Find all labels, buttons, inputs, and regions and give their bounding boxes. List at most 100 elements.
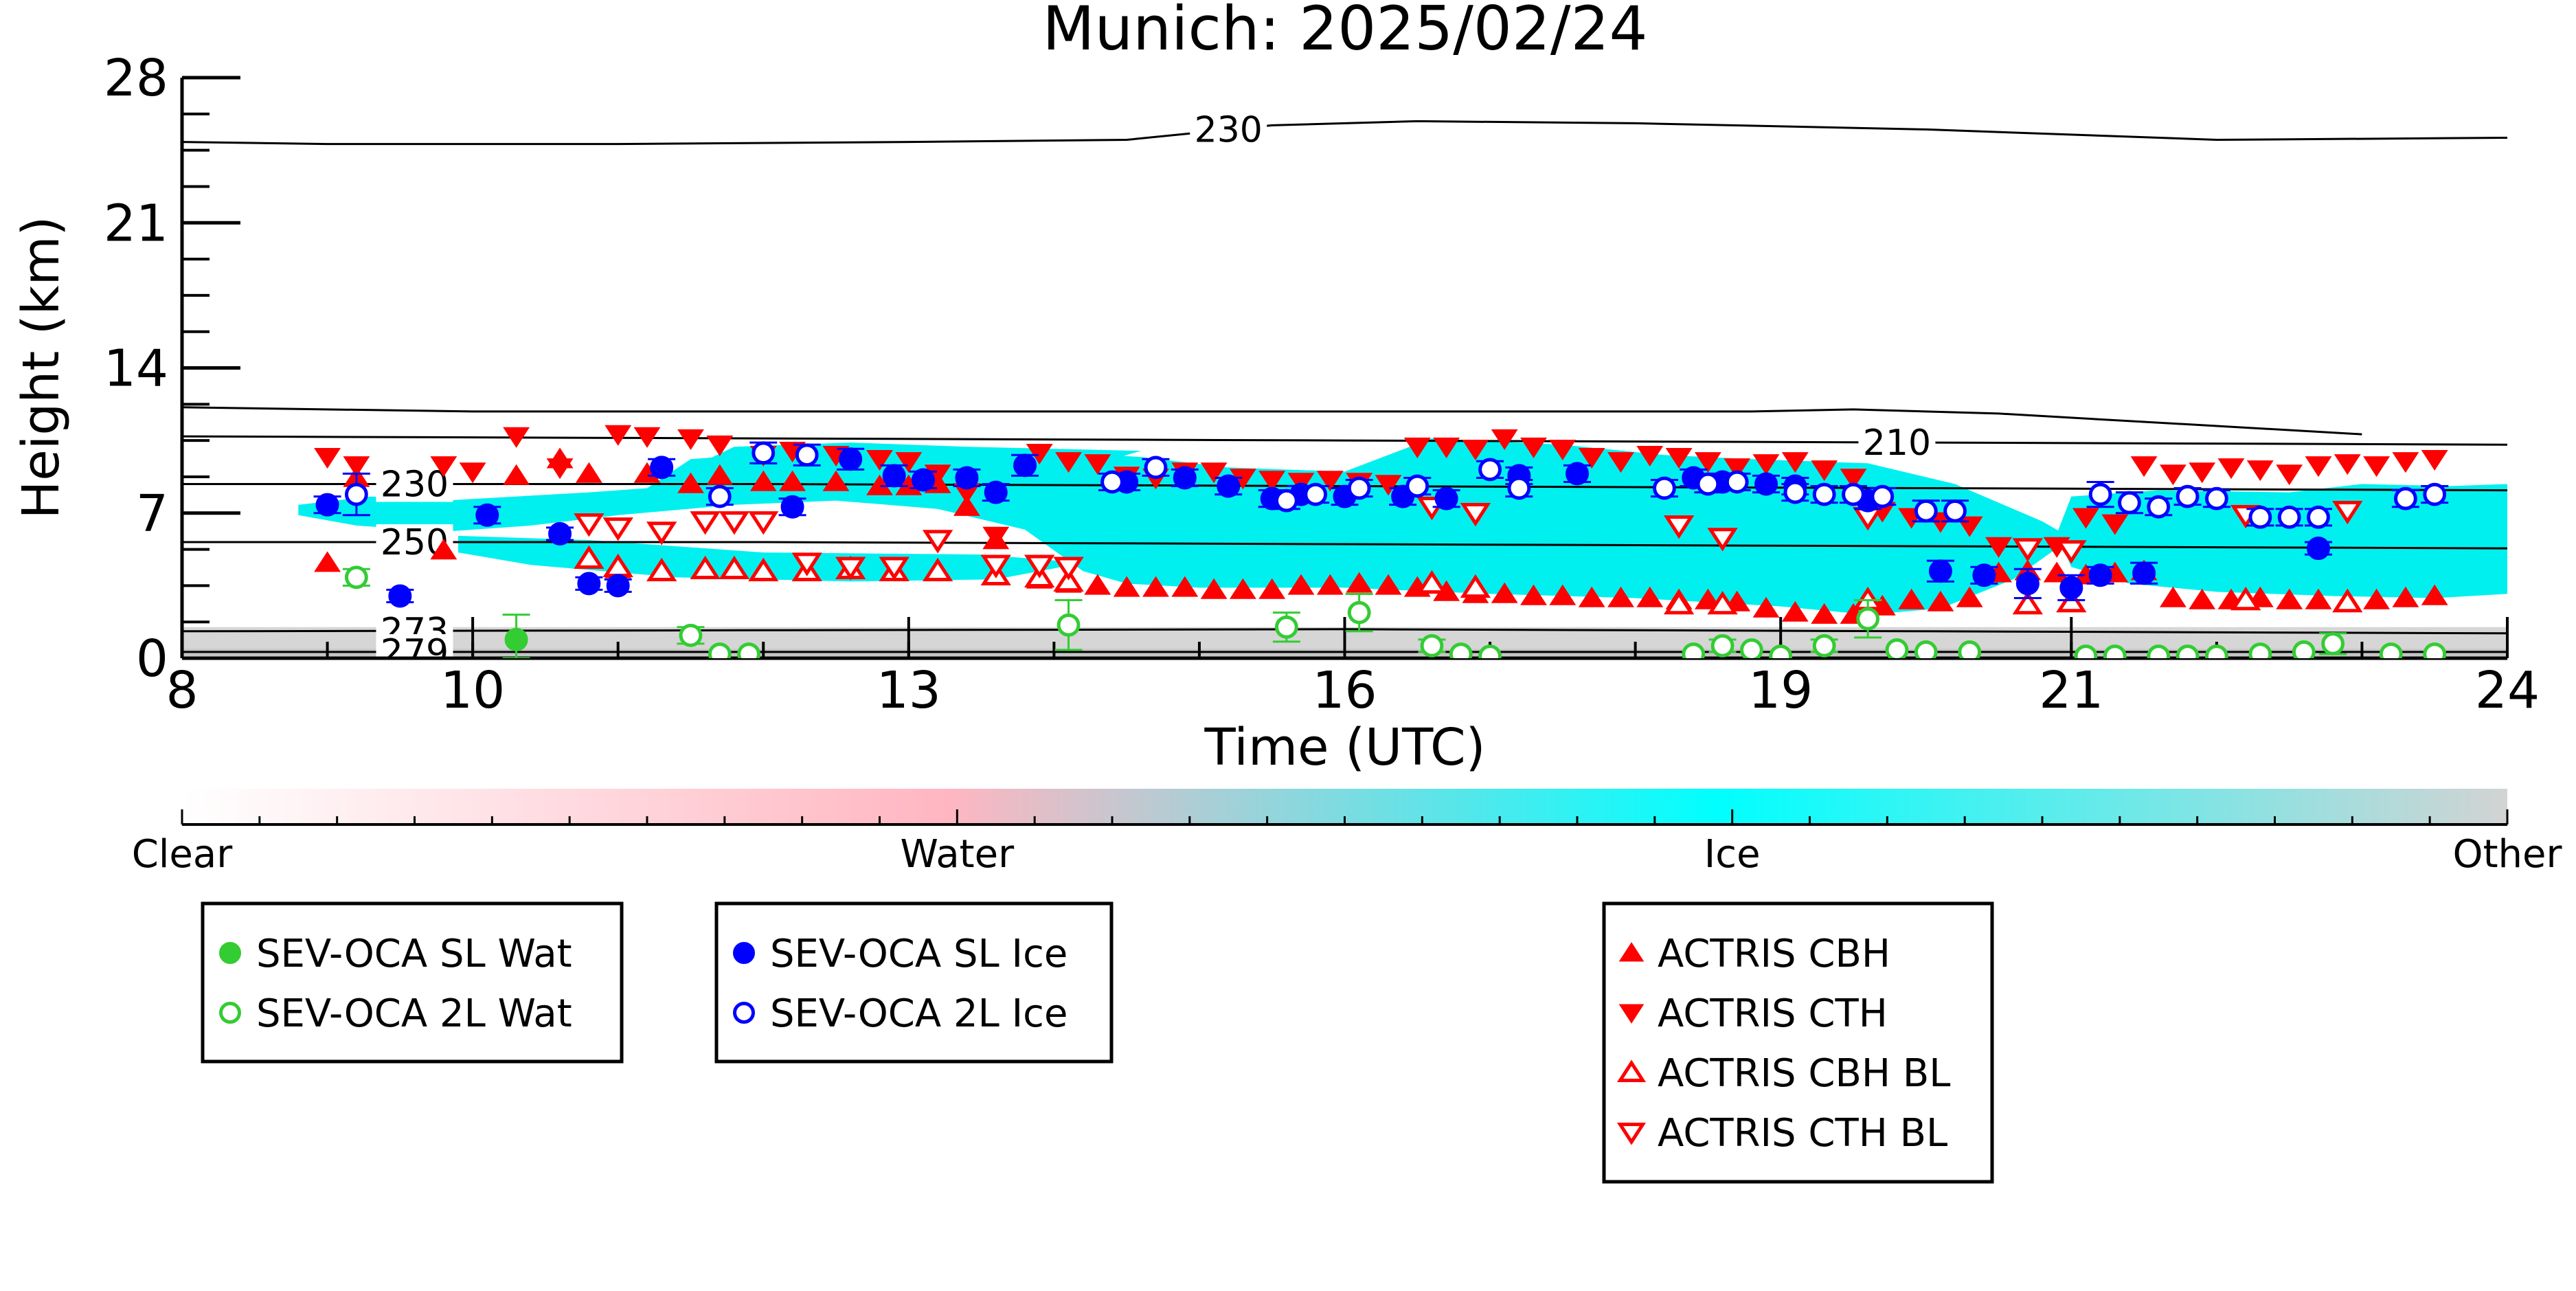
- data-point: [1200, 462, 1228, 484]
- data-point: [430, 539, 457, 560]
- data-point: [922, 557, 953, 581]
- y-axis-label: Height (km): [12, 216, 71, 519]
- data-point: [2074, 644, 2098, 658]
- data-point: [1316, 471, 1344, 492]
- data-point: [922, 530, 953, 554]
- data-point: [2305, 588, 2332, 609]
- data-point: [1972, 563, 1996, 587]
- data-point: [1173, 466, 1197, 490]
- legend-marker: [1616, 1059, 1647, 1082]
- data-point: [2363, 456, 2391, 478]
- series-actris-cbh: [314, 447, 2448, 624]
- data-point: [690, 555, 721, 579]
- data-point: [1840, 469, 1867, 490]
- ice-cloud-region: [2057, 484, 2507, 598]
- data-point: [1607, 586, 1634, 607]
- data-point: [1433, 437, 1460, 458]
- data-point: [2204, 644, 2228, 658]
- legend-entry-label: ACTRIS CBH: [1658, 932, 1890, 976]
- data-point: [1885, 638, 1909, 658]
- series-sev-oca-sl-ice: [313, 447, 2332, 608]
- data-point: [2246, 460, 2274, 482]
- data-point: [2276, 588, 2303, 609]
- data-point: [605, 425, 632, 446]
- data-point: [1287, 574, 1315, 595]
- data-point: [1258, 578, 1286, 599]
- series-actris-cth-bl: [574, 497, 2363, 581]
- data-point: [1171, 576, 1199, 597]
- data-point: [2230, 586, 2261, 611]
- data-point: [1956, 586, 1983, 607]
- data-point: [2043, 561, 2070, 583]
- data-point: [1520, 437, 1547, 458]
- data-point: [955, 466, 979, 490]
- data-point: [1346, 572, 1373, 593]
- data-point: [1710, 633, 1735, 658]
- data-point: [1769, 644, 1793, 658]
- data-point: [953, 495, 980, 516]
- data-point: [2277, 505, 2301, 529]
- legend-frame: [714, 901, 1114, 1064]
- data-point: [1914, 499, 1938, 523]
- data-point: [708, 484, 732, 508]
- data-point: [2421, 584, 2448, 605]
- data-point: [1549, 440, 1577, 461]
- data-point: [503, 464, 530, 485]
- legend-entry-label: SEV-OCA 2L Wat: [256, 991, 572, 1036]
- data-point: [1694, 452, 1721, 473]
- data-point: [1274, 489, 1298, 513]
- legend-boxes: SEV-OCA SL Wat SEV-OCA 2L Wat SEV-OCA SL I…: [201, 901, 1994, 1184]
- data-point: [1811, 603, 1838, 624]
- data-point: [646, 521, 677, 546]
- phase-colorbar: Clear Water Ice Other: [132, 789, 2562, 877]
- data-point: [2307, 505, 2330, 529]
- data-point: [1842, 482, 1865, 506]
- data-point: [2392, 586, 2419, 607]
- data-point: [1812, 482, 1836, 506]
- data-point: [475, 503, 499, 527]
- data-point: [2088, 563, 2112, 587]
- data-point: [895, 452, 923, 473]
- data-point: [1783, 480, 1807, 504]
- data-point: [2189, 588, 2216, 609]
- contour-label: 230: [381, 464, 449, 506]
- data-point: [2056, 540, 2087, 564]
- series-sev-oca-sl-wat: [502, 614, 530, 658]
- data-point: [1682, 642, 1706, 658]
- x-tick-label: 13: [877, 661, 941, 720]
- y-tick-label: 7: [136, 484, 168, 543]
- data-point: [646, 557, 677, 581]
- data-point: [1914, 640, 1938, 658]
- data-point: [690, 511, 721, 535]
- data-point: [606, 574, 630, 598]
- data-point: [752, 441, 776, 465]
- data-point: [1724, 458, 1751, 480]
- data-point: [1653, 476, 1676, 500]
- legend-marker: [733, 1002, 755, 1024]
- data-point: [1781, 600, 1809, 622]
- data-point: [2332, 588, 2363, 613]
- data-point: [2147, 495, 2171, 519]
- data-point: [1084, 454, 1111, 475]
- data-point: [2088, 482, 2112, 506]
- colorbar-label: Water: [901, 832, 1015, 877]
- data-point: [679, 623, 703, 647]
- data-point: [2130, 456, 2158, 478]
- data-point: [780, 495, 804, 519]
- data-point: [2101, 514, 2129, 535]
- data-point: [1217, 474, 1241, 498]
- data-point: [2363, 588, 2391, 609]
- data-point: [574, 513, 605, 537]
- x-axis-label: Time (UTC): [1204, 718, 1485, 777]
- data-point: [1478, 458, 1502, 482]
- data-point: [749, 470, 777, 491]
- data-point: [504, 627, 528, 651]
- data-point: [1434, 486, 1458, 510]
- data-point: [2423, 482, 2447, 506]
- data-point: [1347, 600, 1371, 625]
- data-point: [2394, 486, 2417, 510]
- colorbar-label: Other: [2452, 832, 2562, 877]
- data-point: [1375, 475, 1402, 496]
- contour-label: 279: [381, 632, 449, 673]
